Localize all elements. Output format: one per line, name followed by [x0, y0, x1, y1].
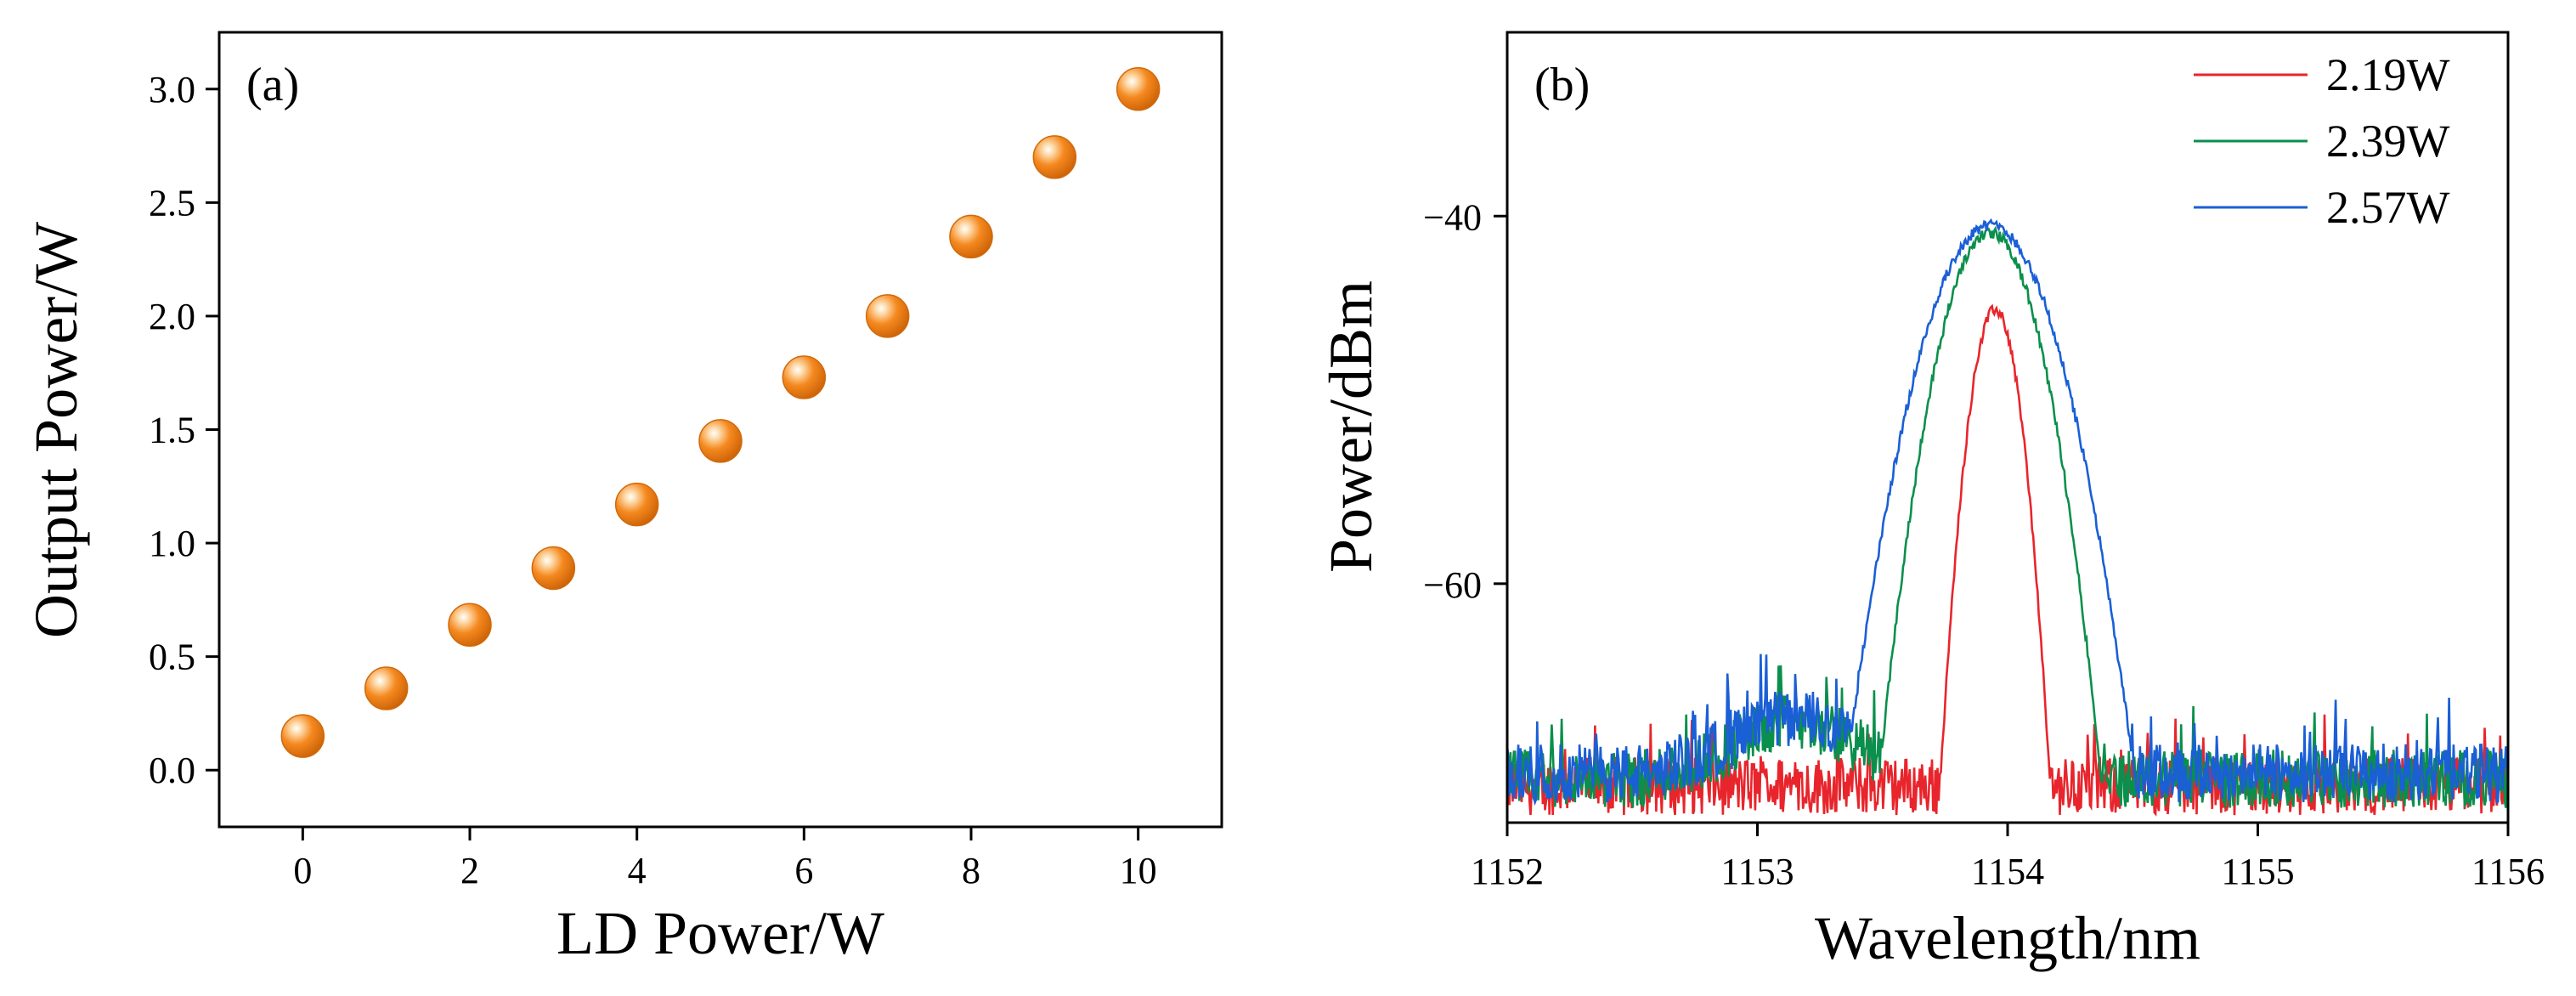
scatter-point	[698, 419, 743, 463]
panel-b-y-ticks: −40 −60	[1423, 196, 1507, 606]
panel-b-y-tick-label: −60	[1423, 564, 1482, 606]
panel-a-x-axis-title: LD Power/W	[556, 899, 884, 967]
panel-b-x-tick-label: 1152	[1471, 851, 1544, 892]
scatter-point	[364, 666, 409, 710]
panel-a-y-tick-label: 0.5	[149, 637, 195, 678]
panel-b-spectrum-plot: 1152 1153 1154 1155 1156 −40−60 2.19W2.39W2.…	[1317, 31, 2545, 972]
scatter-point	[782, 355, 827, 399]
panel-a-x-tick-label: 10	[1120, 850, 1157, 891]
panel-a-y-tick-label: 0.0	[149, 750, 195, 791]
scatter-point	[1116, 67, 1161, 111]
panel-a-y-ticks: 0.0 0.5 1.0 1.5 2.0 2.5 3.0	[149, 69, 219, 791]
panel-b-x-tick-label: 1154	[1971, 851, 2044, 892]
scatter-point	[531, 546, 576, 591]
scatter-point	[280, 714, 325, 758]
panel-a-scatter-plot: 0 2 4 6 8 10 0.0 0.5 1.0 1.5 2.0 2.5 3.0 (a) LD Pow…	[22, 31, 1223, 967]
scatter-point	[448, 603, 492, 647]
panel-a-y-tick-label: 2.5	[149, 182, 195, 224]
scatter-point	[1032, 135, 1077, 179]
scatter-point	[949, 214, 993, 259]
panel-b-spectrum-lines	[1507, 218, 2508, 817]
panel-b-x-tick-label: 1153	[1720, 851, 1794, 892]
panel-a-y-axis-title: Output Power/W	[22, 222, 90, 638]
scatter-point	[865, 294, 910, 338]
spectrum-line-2.57W	[1507, 218, 2508, 806]
panel-b-x-ticks: 1152 1153 1154 1155 1156	[1471, 823, 2545, 892]
panel-a-x-ticks: 0 2 4 6 8 10	[293, 827, 1157, 891]
scatter-point	[614, 482, 659, 527]
panel-b-x-tick-label: 1156	[2471, 851, 2545, 892]
panel-a-x-tick-label: 2	[460, 850, 479, 891]
panel-b-x-axis-title: Wavelength/nm	[1815, 904, 2200, 972]
spectrum-line-2.39W	[1507, 225, 2508, 810]
panel-a-y-tick-label: 3.0	[149, 69, 195, 110]
panel-a-data-points	[280, 67, 1161, 758]
panel-a-y-tick-label: 1.5	[149, 410, 195, 451]
panel-a-label: (a)	[246, 59, 299, 111]
panel-a-x-tick-label: 0	[293, 850, 312, 891]
legend-label: 2.39W	[2326, 116, 2450, 167]
panel-b-legend: 2.19W 2.39W 2.57W	[2194, 49, 2450, 233]
spectrum-line-2.19W	[1507, 303, 2508, 817]
panel-b-y-tick-label: −40	[1423, 196, 1482, 238]
panel-a-y-tick-label: 2.0	[149, 296, 195, 337]
panel-a-y-tick-label: 1.0	[149, 523, 195, 564]
panel-a-x-tick-label: 4	[628, 850, 647, 891]
panel-b-y-axis-title: Power/dBm	[1317, 280, 1385, 573]
panel-a-x-tick-label: 8	[962, 850, 980, 891]
legend-label: 2.19W	[2326, 49, 2450, 100]
panel-b-x-tick-label: 1155	[2221, 851, 2294, 892]
legend-label: 2.57W	[2326, 182, 2450, 233]
panel-a-x-tick-label: 6	[794, 850, 813, 891]
panel-b-label: (b)	[1534, 59, 1590, 111]
